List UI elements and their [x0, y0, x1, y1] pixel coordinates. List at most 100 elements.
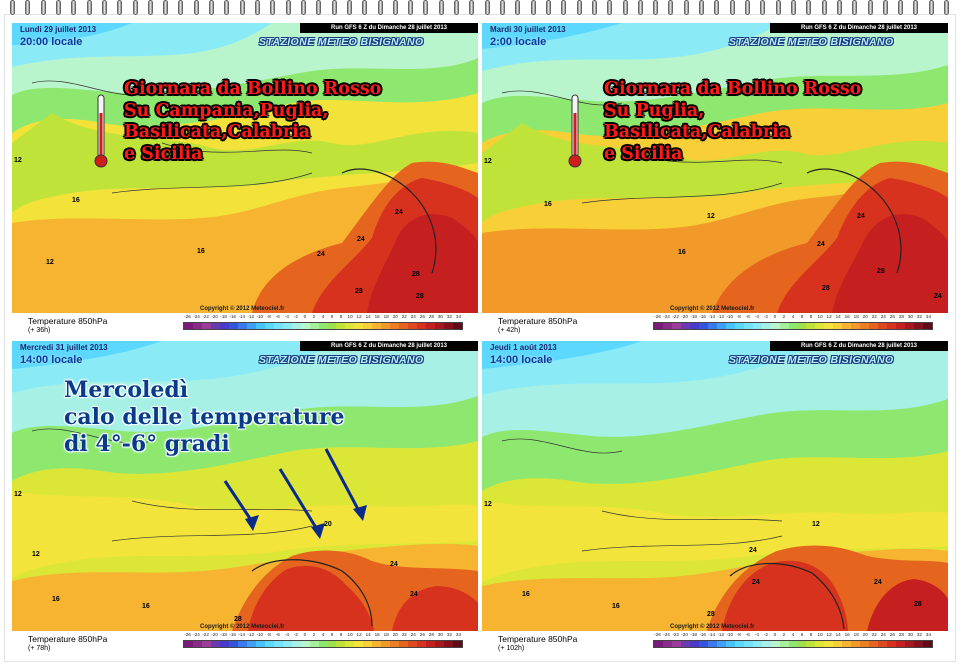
binding-ring: [117, 0, 123, 15]
scale-swatch: [707, 641, 717, 647]
binding-ring: [362, 0, 368, 15]
scale-swatch: [779, 641, 789, 647]
binding-ring: [591, 0, 597, 15]
contour-label: 12: [707, 213, 715, 220]
binding-ring: [821, 0, 827, 15]
forecast-hour: (+ 36h): [28, 327, 51, 334]
temperature-map: 24 24 24 28 28 16 12 12 16: [482, 341, 948, 631]
scale-swatch: [654, 641, 663, 647]
binding-ring: [760, 0, 766, 15]
overlay-line: Mercoledì: [64, 377, 189, 403]
scale-tick-label: 28: [428, 314, 434, 319]
binding-ring: [25, 0, 31, 15]
scale-tick-label: 32: [916, 314, 922, 319]
scale-swatch: [797, 641, 807, 647]
map-field: [12, 23, 478, 313]
scale-swatch: [291, 323, 301, 329]
binding-ring: [836, 0, 842, 15]
scale-tick-label: -4: [754, 632, 759, 637]
scale-swatch: [318, 641, 328, 647]
scale-swatch: [372, 641, 382, 647]
scale-swatch: [905, 323, 915, 329]
scale-swatch: [887, 641, 897, 647]
contour-label: 24: [857, 213, 865, 220]
contour-label: 24: [390, 561, 398, 568]
contour-label: 28: [416, 293, 424, 300]
scale-swatch: [869, 323, 879, 329]
contour-label: 24: [934, 293, 942, 300]
scale-swatch: [219, 323, 229, 329]
scale-swatch: [291, 641, 301, 647]
scale-swatch: [372, 323, 382, 329]
scale-swatch: [318, 323, 328, 329]
contour-label: 12: [46, 259, 54, 266]
legend-title: Temperature 850hPa: [28, 634, 108, 644]
binding-ring: [852, 0, 858, 15]
scale-swatch: [824, 323, 834, 329]
contour-label: 12: [484, 501, 492, 508]
binding-ring: [745, 0, 750, 15]
binding-ring: [913, 0, 919, 15]
binding-ring: [622, 0, 628, 15]
scale-tick-label: -14: [708, 314, 716, 319]
binding-ring: [500, 0, 505, 15]
scale-ticks: -26 -24 -22 -20 -18 -16 -14 -12 -10 -8 -6 -4 -2 0 2 4 6 8…: [653, 632, 933, 637]
scale-tick-label: 8: [339, 314, 343, 319]
scale-tick-label: 0: [773, 314, 777, 319]
run-label: Run GFS 6 Z du Dimanche 28 juillet 2013: [770, 23, 948, 33]
scale-tick-label: -10: [256, 632, 264, 637]
scale-tick-label: 28: [898, 632, 904, 637]
scale-swatch: [426, 323, 436, 329]
scale-tick-label: 12: [356, 632, 362, 637]
binding-ring: [178, 0, 184, 15]
scale-swatch: [806, 323, 816, 329]
scale-swatch: [300, 641, 310, 647]
binding-ring: [270, 0, 276, 15]
temperature-map: 24 24 28 28 24 16 12 12 16: [482, 23, 948, 313]
scale-swatch: [680, 323, 690, 329]
scale-tick-label: 4: [791, 632, 795, 637]
scale-tick-label: 6: [330, 314, 334, 319]
scale-tick-label: 28: [898, 314, 904, 319]
scale-tick-label: 32: [916, 632, 922, 637]
scale-swatch: [417, 323, 427, 329]
run-label: Run GFS 6 Z du Dimanche 28 juillet 2013: [300, 23, 478, 33]
contour-label: 16: [678, 249, 686, 256]
scale-tick-label: -4: [754, 314, 759, 319]
scale-tick-label: 10: [347, 632, 353, 637]
scale-swatch: [345, 323, 355, 329]
scale-swatch: [219, 641, 229, 647]
binding-ring: [699, 0, 705, 15]
scale-swatch: [689, 323, 699, 329]
scale-swatch: [201, 323, 211, 329]
scale-tick-label: 2: [312, 632, 316, 637]
scale-tick-label: -18: [220, 632, 227, 637]
contour-label: 28: [707, 611, 715, 618]
scale-tick-label: 0: [303, 314, 307, 319]
scale-swatch: [363, 323, 373, 329]
scale-swatch: [914, 323, 924, 329]
contour-label: 24: [817, 241, 825, 248]
scale-tick-label: -4: [284, 314, 289, 319]
scale-tick-label: -22: [672, 632, 679, 637]
contour-label: 12: [484, 158, 492, 165]
scale-tick-label: -24: [193, 314, 200, 319]
scale-tick-label: 2: [782, 632, 786, 637]
binding-ring: [790, 0, 796, 15]
scale-swatch: [282, 641, 292, 647]
binding-ring: [469, 0, 475, 15]
scale-swatch: [878, 323, 888, 329]
scale-tick-label: 12: [826, 314, 832, 319]
scale-tick-label: 4: [321, 314, 325, 319]
copyright-text: Copyright © 2012 Meteociel.fr: [670, 624, 755, 630]
scale-tick-label: -14: [708, 632, 716, 637]
contour-label: 12: [32, 551, 40, 558]
contour-label: 16: [197, 248, 205, 255]
scale-tick-label: 10: [347, 314, 353, 319]
forecast-panel-3: 20 24 24 28 16 16 12 12 Run GFS 6 Z du D…: [12, 341, 478, 655]
scale-swatch: [806, 641, 816, 647]
contour-label: 24: [357, 236, 365, 243]
scale-tick-label: -6: [745, 632, 750, 637]
scale-swatch: [453, 323, 463, 329]
scale-swatch: [399, 641, 409, 647]
